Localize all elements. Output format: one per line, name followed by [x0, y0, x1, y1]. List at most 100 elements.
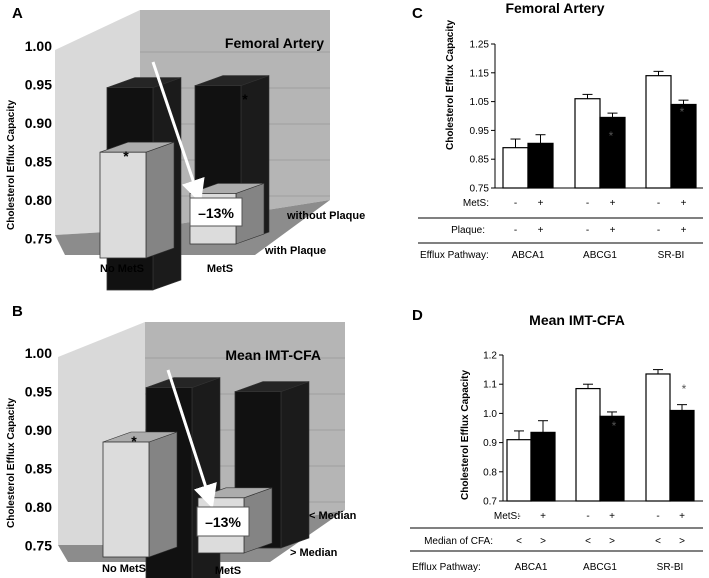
chart-b-ytick-5: 0.75 — [25, 538, 52, 554]
chart-b-ytick-4: 0.80 — [25, 499, 52, 515]
chart-c-table-row2-cell-4: - — [657, 225, 660, 236]
chart-c-category-3: SR-BI — [658, 250, 685, 261]
chart-c-table-row1-cell-4: - — [657, 198, 660, 209]
chart-c-bar-s2-c1 — [527, 142, 554, 189]
chart-c-ylabel: Cholesterol Efflux Capacity — [445, 20, 456, 150]
chart-b-annotation: –13% — [205, 514, 241, 530]
chart-c-bar-s1-c1 — [502, 147, 529, 189]
chart-b-bar-s1-c2-side — [280, 381, 310, 549]
chart-c-table-row2-label: Plaque: — [451, 225, 485, 236]
chart-d-bar-s2-c3 — [669, 409, 695, 502]
chart-d-table-row2-cell-0: < — [516, 536, 522, 547]
chart-c-ytick-5: 0.75 — [470, 184, 490, 195]
chart-d-ytick-1: 1.1 — [483, 380, 497, 391]
chart-d-star-1: * — [612, 419, 617, 433]
chart-a-category-1: No MetS — [100, 263, 144, 275]
chart-c-bar-s1-c3 — [645, 75, 672, 189]
chart-c-bar-s2-c2 — [599, 116, 626, 189]
chart-d-ylabel: Cholesterol Efflux Capacity — [460, 370, 471, 500]
chart-a-star-2: * — [242, 91, 248, 107]
chart-d-table-row3-label: Efflux Pathway: — [412, 562, 481, 573]
chart-d-bar-s2-c2 — [599, 415, 625, 502]
chart-d-ytick-4: 0.8 — [483, 467, 497, 478]
chart-a-bar-s2-c1 — [99, 151, 147, 259]
chart-d-title: Mean IMT-CFA — [529, 312, 625, 328]
chart-a-ytick-4: 0.80 — [25, 192, 52, 208]
chart-c-category-2: ABCG1 — [583, 250, 617, 261]
chart-c-table-row1-cell-3: + — [610, 198, 616, 209]
chart-c-bar-s1-c2 — [574, 98, 601, 189]
chart-b-title: Mean IMT-CFA — [225, 347, 321, 363]
chart-c-table-row2-cell-3: + — [610, 225, 616, 236]
chart-b-bar-s2-c1 — [102, 441, 150, 558]
chart-d: Mean IMT-CFA Cholesterol Efflux Capacity… — [410, 312, 703, 573]
chart-a-star-1: * — [123, 148, 129, 164]
chart-c-table-row2-cell-5: + — [681, 225, 687, 236]
chart-d-bar-s1-c1 — [506, 439, 532, 502]
chart-b-ytick-3: 0.85 — [25, 461, 52, 477]
chart-d-table-row2-cell-1: > — [540, 536, 546, 547]
chart-c-table-row1-cell-2: - — [586, 198, 589, 209]
chart-c-table-row1-cell-5: + — [681, 198, 687, 209]
chart-d-ytick-5: 0.7 — [483, 497, 497, 508]
chart-d-table-row2-cell-5: > — [679, 536, 685, 547]
panel-label-b: B — [12, 303, 23, 320]
chart-b-annotation-box — [196, 506, 250, 537]
chart-a-ylabel: Cholesterol Efflux Capacity — [6, 100, 17, 230]
chart-a-category-2: MetS — [207, 263, 233, 275]
chart-b-bar-s2-c1-side — [148, 431, 178, 558]
chart-d-ytick-2: 1.0 — [483, 409, 497, 420]
chart-a-ytick-0: 1.00 — [25, 38, 52, 54]
chart-d-bar-s1-c3 — [645, 373, 671, 502]
chart-c-table-row2-cell-1: + — [538, 225, 544, 236]
chart-b-category-1: No MetS — [102, 563, 146, 575]
chart-c-table-row2-cell-0: - — [514, 225, 517, 236]
chart-a-ytick-3: 0.85 — [25, 154, 52, 170]
chart-d-table-row1-cell-1: + — [540, 511, 546, 522]
chart-d-table-row2-cell-4: < — [655, 536, 661, 547]
panel-label-c: C — [412, 5, 423, 22]
chart-c-table-row2-cell-2: - — [586, 225, 589, 236]
chart-a-ytick-5: 0.75 — [25, 231, 52, 247]
chart-b-ytick-2: 0.90 — [25, 422, 52, 438]
chart-a-annotation: –13% — [198, 205, 234, 221]
chart-d-category-1: ABCA1 — [515, 562, 548, 573]
chart-a-series-1: without Plaque — [286, 210, 365, 222]
chart-b-category-2: MetS — [215, 565, 241, 577]
chart-c-table-row3-label: Efflux Pathway: — [420, 250, 489, 261]
chart-b-arrow — [166, 369, 217, 509]
chart-d-table-row2-cell-3: > — [609, 536, 615, 547]
chart-d-table-row1-cell-3: + — [609, 511, 615, 522]
chart-b-star-1: * — [131, 433, 137, 449]
chart-b-series-1: < Median — [309, 510, 357, 522]
chart-d-table-row2-label: Median of CFA: — [424, 536, 493, 547]
chart-c-title: Femoral Artery — [505, 0, 604, 16]
chart-c-ytick-1: 1.15 — [470, 68, 490, 79]
chart-b-ytick-0: 1.00 — [25, 345, 52, 361]
chart-b-ytick-1: 0.95 — [25, 384, 52, 400]
chart-b-series-2: > Median — [290, 547, 338, 559]
panel-label-a: A — [12, 5, 23, 22]
chart-a-series-2: with Plaque — [264, 245, 326, 257]
chart-d-star-2: * — [682, 382, 687, 396]
panel-label-d: D — [412, 307, 423, 324]
chart-a-title: Femoral Artery — [225, 35, 324, 51]
chart-b-ylabel: Cholesterol Efflux Capacity — [6, 398, 17, 528]
chart-a-ytick-1: 0.95 — [25, 77, 52, 93]
chart-d-table-row2-cell-2: < — [585, 536, 591, 547]
chart-d-bar-s1-c2 — [575, 387, 601, 502]
chart-c-category-1: ABCA1 — [512, 250, 545, 261]
chart-c-table-row1-cell-1: + — [538, 198, 544, 209]
chart-d-table-row1-label: MetS: — [494, 511, 520, 522]
chart-c-bar-s2-c3 — [670, 103, 697, 189]
chart-a-bar-s2-c1-side — [145, 141, 175, 259]
chart-c-table-row1-label: MetS: — [463, 198, 489, 209]
chart-d-ytick-3: 0.9 — [483, 438, 497, 449]
chart-c-ytick-0: 1.25 — [470, 40, 490, 51]
chart-c-table-row1-cell-0: - — [514, 198, 517, 209]
chart-d-category-2: ABCG1 — [583, 562, 617, 573]
chart-a-ytick-2: 0.90 — [25, 115, 52, 131]
chart-d-ytick-0: 1.2 — [483, 351, 497, 362]
chart-a: Femoral Artery Cholesterol Efflux Capaci… — [6, 10, 365, 291]
chart-b: Mean IMT-CFA Cholesterol Efflux Capacity… — [6, 322, 357, 578]
